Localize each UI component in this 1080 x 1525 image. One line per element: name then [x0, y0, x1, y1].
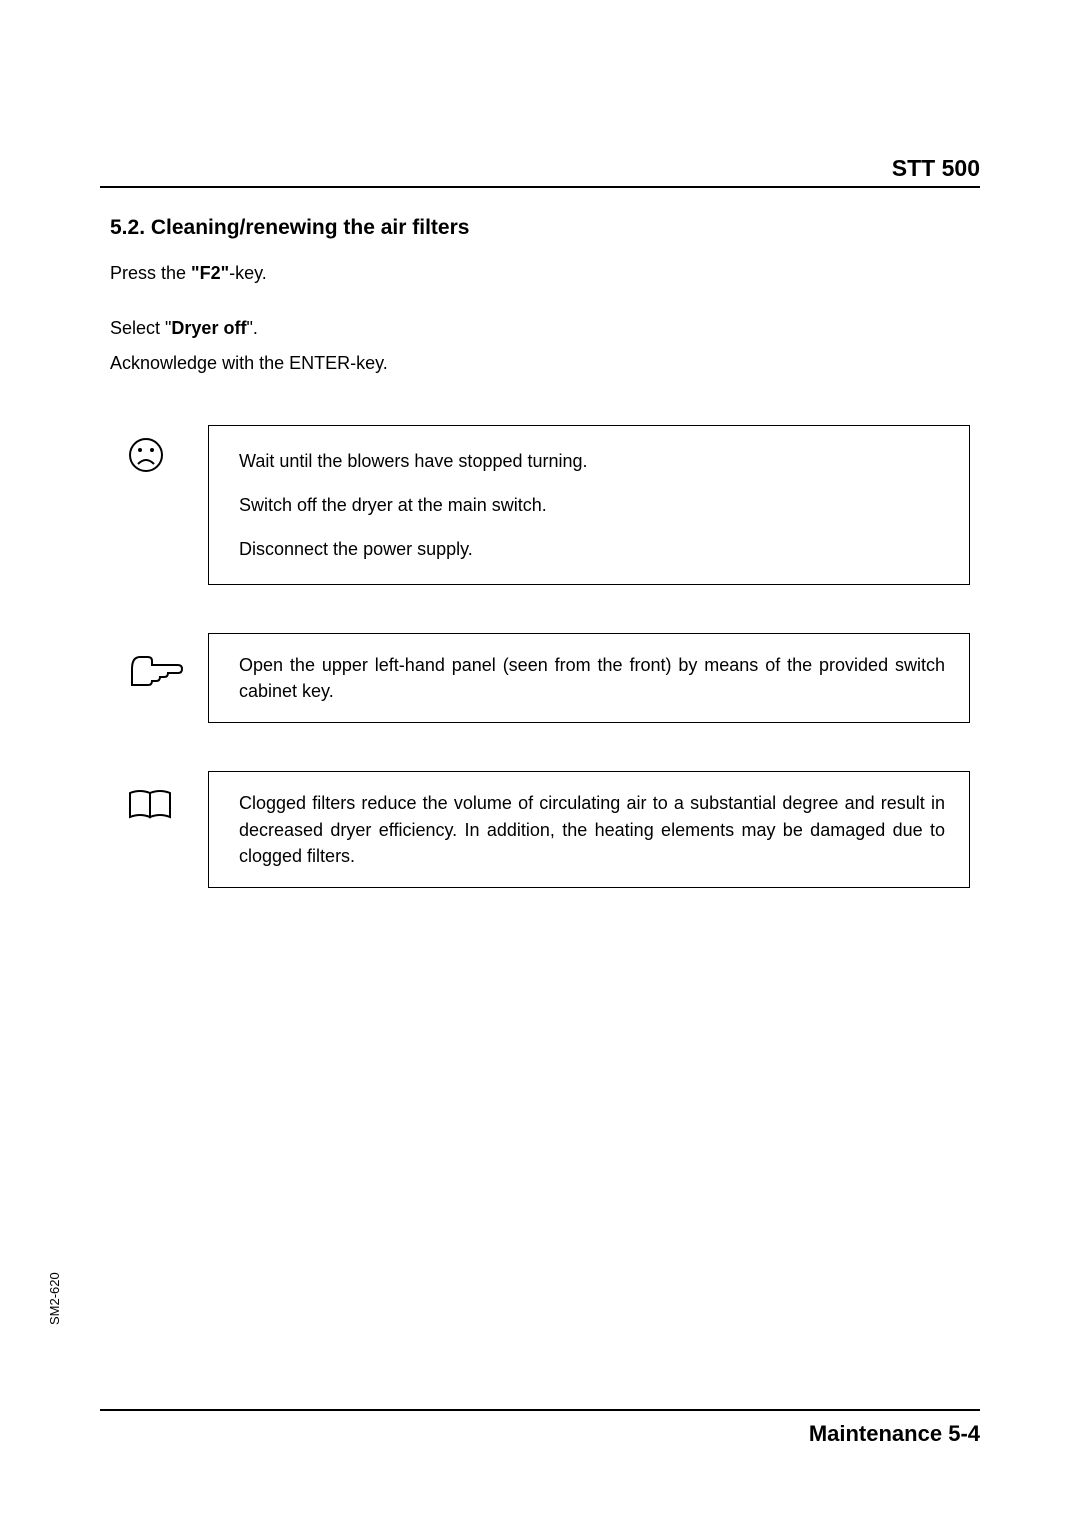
footer-text: Maintenance 5-4 — [100, 1421, 980, 1447]
callout-info-box: Clogged filters reduce the volume of cir… — [208, 771, 970, 887]
section-heading: 5.2. Cleaning/renewing the air filters — [110, 216, 980, 240]
footer-rule — [100, 1409, 980, 1411]
book-icon — [128, 771, 208, 821]
callout-info: Clogged filters reduce the volume of cir… — [128, 771, 980, 887]
page-content: STT 500 5.2. Cleaning/renewing the air f… — [0, 0, 1080, 1525]
intro-line-1-bold: "F2" — [191, 263, 229, 283]
intro-line-1: Press the "F2"-key. — [110, 260, 980, 287]
callout-warning-p2: Switch off the dryer at the main switch. — [239, 492, 945, 518]
section-number: 5.2. — [110, 216, 145, 239]
intro-line-1-post: -key. — [229, 263, 267, 283]
intro-line-2-bold: Dryer off — [171, 318, 246, 338]
document-code: SM2-620 — [47, 1272, 62, 1325]
callout-warning: Wait until the blowers have stopped turn… — [128, 425, 980, 585]
callout-warning-box: Wait until the blowers have stopped turn… — [208, 425, 970, 585]
hand-point-icon — [128, 633, 208, 695]
intro-line-2-pre: Select " — [110, 318, 171, 338]
callout-info-p1: Clogged filters reduce the volume of cir… — [239, 790, 945, 868]
callout-action-box: Open the upper left-hand panel (seen fro… — [208, 633, 970, 723]
frown-icon — [128, 425, 208, 473]
intro-line-3: Acknowledge with the ENTER-key. — [110, 350, 980, 377]
model-title: STT 500 — [100, 155, 980, 182]
page-footer: Maintenance 5-4 — [100, 1409, 980, 1447]
header-rule — [100, 186, 980, 188]
callout-warning-p3: Disconnect the power supply. — [239, 536, 945, 562]
callout-warning-p1: Wait until the blowers have stopped turn… — [239, 448, 945, 474]
intro-line-2-post: ". — [246, 318, 257, 338]
footer-chapter: Maintenance — [809, 1421, 942, 1446]
intro-line-1-pre: Press the — [110, 263, 191, 283]
callout-action-p1: Open the upper left-hand panel (seen fro… — [239, 652, 945, 704]
section-title-text: Cleaning/renewing the air filters — [151, 216, 470, 239]
footer-page: 5-4 — [948, 1421, 980, 1446]
intro-line-2: Select "Dryer off". — [110, 315, 980, 342]
callout-action: Open the upper left-hand panel (seen fro… — [128, 633, 980, 723]
